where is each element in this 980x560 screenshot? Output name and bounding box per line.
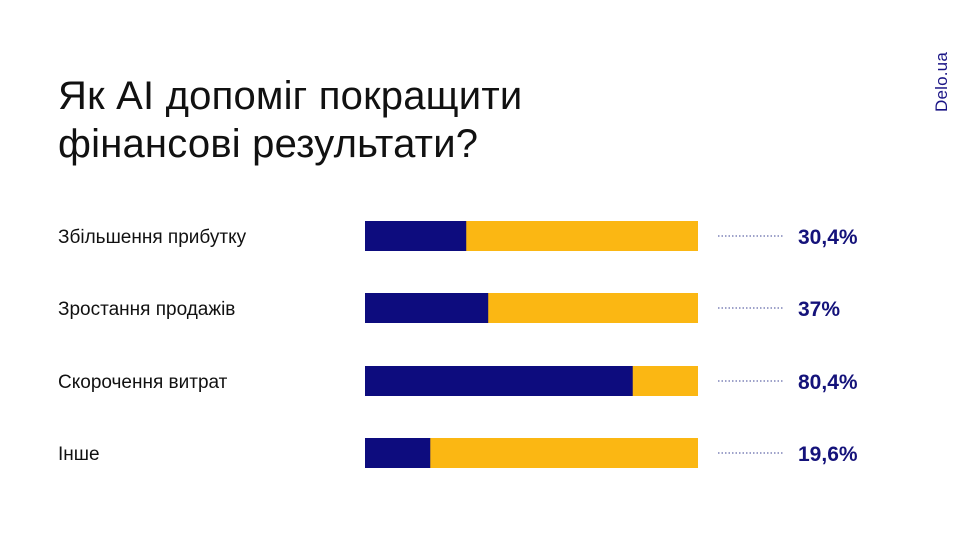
title-line-2: фінансові результати? [58, 122, 479, 166]
category-label: Інше [58, 444, 100, 465]
category-label: Зростання продажів [58, 299, 235, 320]
value-label: 19,6% [798, 443, 858, 466]
bar-value [365, 366, 633, 396]
bar-value [365, 438, 431, 468]
page-title: Як AI допоміг покращити фінансові резуль… [58, 72, 522, 168]
title-line-1: Як AI допоміг покращити [58, 74, 523, 118]
category-label: Збільшення прибутку [58, 227, 247, 248]
value-label: 80,4% [798, 371, 858, 394]
bar-value [365, 221, 467, 251]
value-label: 30,4% [798, 226, 858, 249]
category-label: Скорочення витрат [58, 372, 228, 393]
value-label: 37% [798, 298, 840, 321]
bar-value [365, 293, 489, 323]
